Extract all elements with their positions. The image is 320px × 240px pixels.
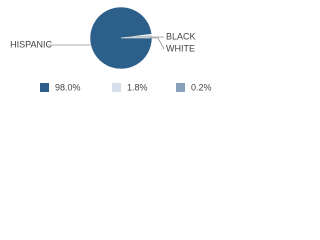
leader-line bbox=[150, 37, 165, 50]
chart: HISPANIC BLACK WHITE 98.0% 1.8% 0.2% bbox=[10, 6, 212, 92]
slice-label: WHITE bbox=[166, 43, 195, 53]
legend-label: 0.2% bbox=[191, 82, 212, 92]
slice-label: BLACK bbox=[166, 31, 196, 41]
legend-label: 98.0% bbox=[55, 82, 81, 92]
pie-slice bbox=[89, 6, 153, 70]
legend-swatch bbox=[40, 83, 49, 92]
legend-swatch bbox=[176, 83, 185, 92]
slice-label: HISPANIC bbox=[10, 39, 52, 49]
legend-swatch bbox=[112, 83, 121, 92]
legend-label: 1.8% bbox=[127, 82, 148, 92]
